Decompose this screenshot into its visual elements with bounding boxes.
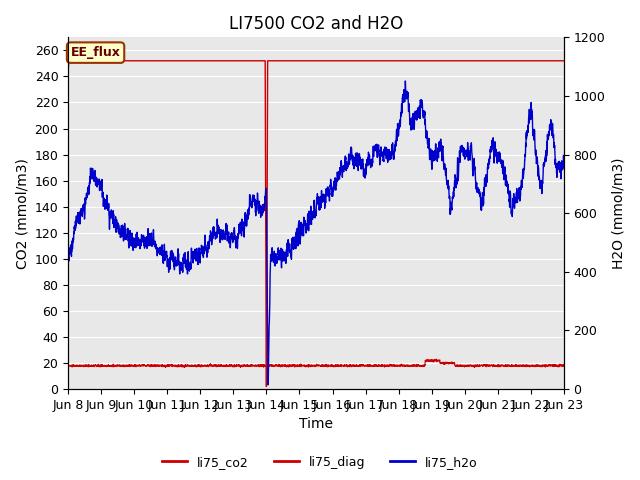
Legend: li75_co2, li75_diag, li75_h2o: li75_co2, li75_diag, li75_h2o (157, 451, 483, 474)
Text: EE_flux: EE_flux (70, 46, 120, 59)
Title: LI7500 CO2 and H2O: LI7500 CO2 and H2O (229, 15, 403, 33)
Y-axis label: CO2 (mmol/m3): CO2 (mmol/m3) (15, 158, 29, 269)
X-axis label: Time: Time (299, 418, 333, 432)
Y-axis label: H2O (mmol/m3): H2O (mmol/m3) (611, 157, 625, 269)
